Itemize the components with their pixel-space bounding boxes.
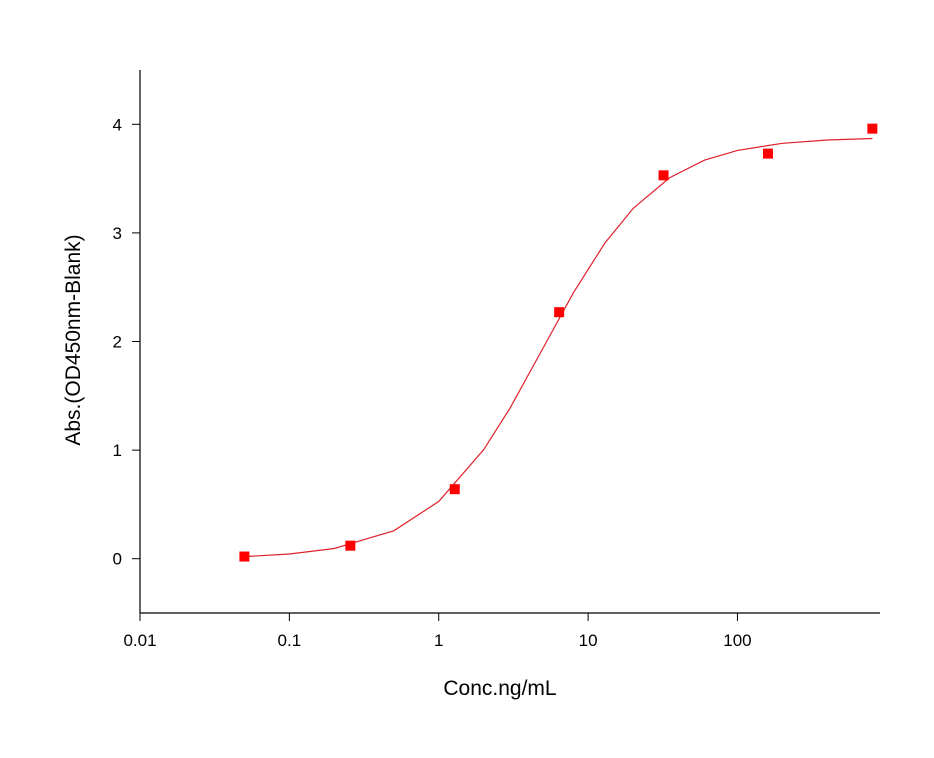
x-tick-label: 0.01 xyxy=(123,631,156,650)
y-tick-label: 2 xyxy=(113,333,122,352)
data-point xyxy=(658,170,669,181)
data-point xyxy=(449,484,460,495)
x-tick-label: 10 xyxy=(579,631,598,650)
y-axis-label: Abs.(OD450nm-Blank) xyxy=(62,234,85,445)
y-tick-label: 3 xyxy=(113,224,122,243)
y-tick-label: 0 xyxy=(113,550,122,569)
x-tick-label: 100 xyxy=(723,631,751,650)
data-point xyxy=(554,307,565,318)
x-tick-label: 1 xyxy=(434,631,443,650)
y-tick-label: 1 xyxy=(113,441,122,460)
fit-curve xyxy=(244,137,873,558)
data-point xyxy=(867,123,878,134)
x-axis-label: Conc.ng/mL xyxy=(443,677,556,700)
data-point xyxy=(345,540,356,551)
data-point xyxy=(762,148,773,159)
data-point xyxy=(239,551,250,562)
x-tick-label: 0.1 xyxy=(278,631,302,650)
y-tick-label: 4 xyxy=(113,115,122,134)
